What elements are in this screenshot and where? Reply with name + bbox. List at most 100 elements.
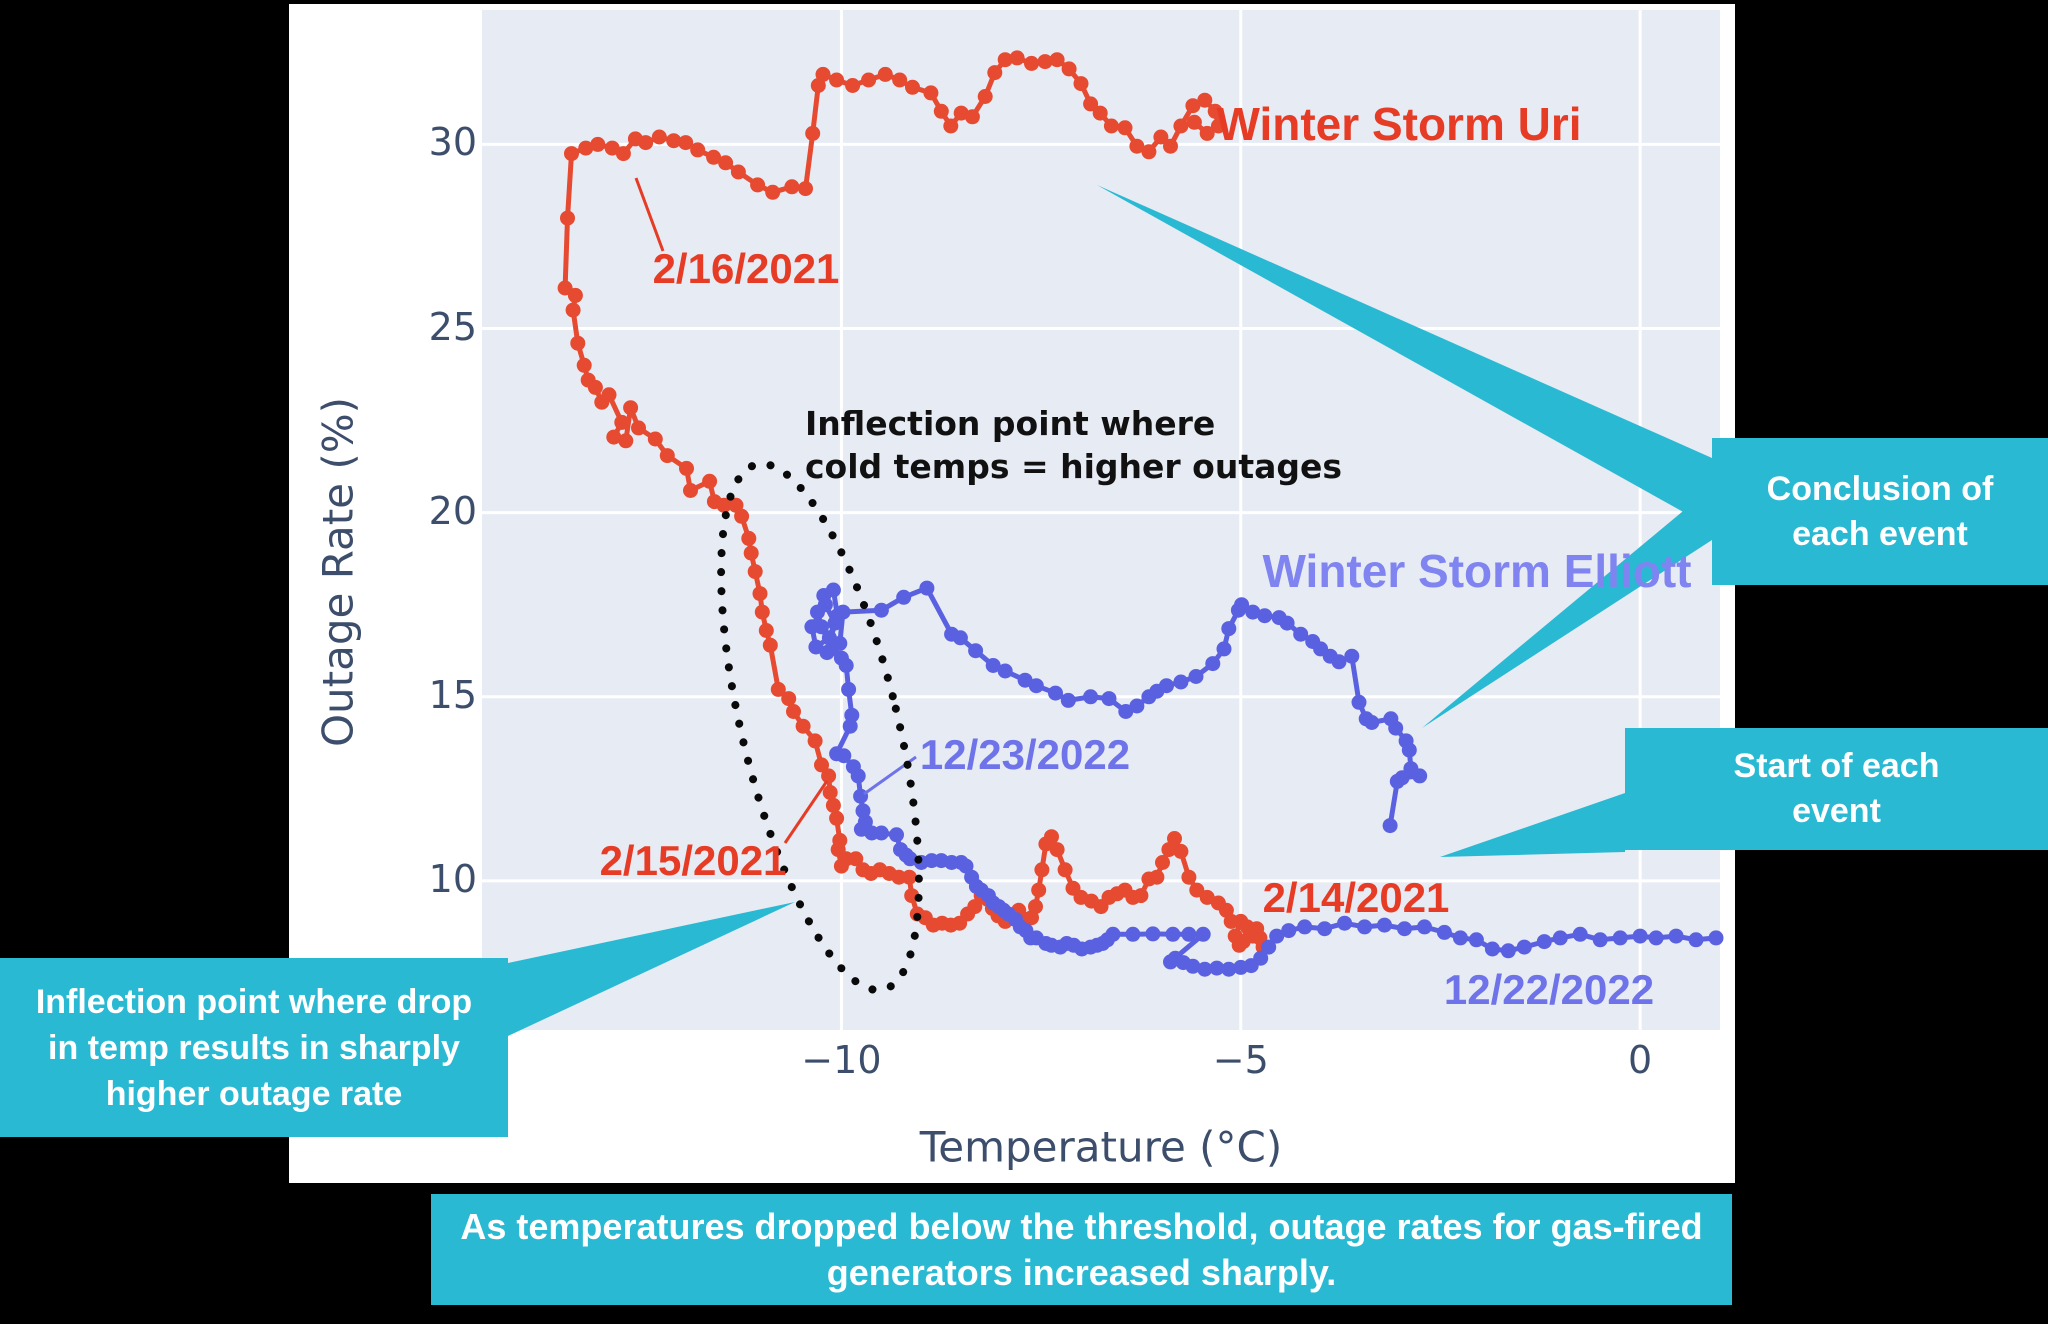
- uri-series-marker: [1163, 138, 1178, 154]
- uri-series-marker: [750, 177, 766, 193]
- x-tick--10: −10: [801, 1038, 882, 1082]
- uri-series-marker: [1065, 880, 1081, 896]
- uri-series-marker: [997, 52, 1013, 68]
- uri-series-marker: [576, 357, 592, 373]
- elliott-series-marker: [1293, 626, 1309, 642]
- date-label-elliott-inflection: 12/23/2022: [919, 731, 1131, 778]
- elliott-series-marker: [1197, 961, 1213, 977]
- uri-series-marker: [565, 302, 581, 318]
- uri-series-marker: [1031, 882, 1047, 898]
- uri-series-marker: [829, 810, 845, 826]
- uri-series-marker: [1057, 862, 1073, 878]
- uri-series-marker: [618, 433, 634, 449]
- uri-series-marker: [1197, 92, 1213, 108]
- uri-series-marker: [631, 420, 646, 436]
- elliott-series-marker: [833, 650, 849, 666]
- uri-series-marker: [822, 785, 838, 800]
- uri-series-marker: [1185, 98, 1201, 114]
- elliott-series-marker: [1397, 921, 1412, 937]
- elliott-series-marker: [804, 619, 820, 635]
- elliott-series-marker: [1452, 930, 1468, 946]
- uri-series-marker: [892, 72, 908, 88]
- elliott-series-marker: [873, 602, 889, 618]
- uri-series-marker: [1210, 895, 1226, 911]
- uri-series-marker: [825, 797, 841, 813]
- elliott-series-marker: [1382, 818, 1398, 834]
- uri-series-marker: [730, 164, 746, 180]
- elliott-series-marker: [1388, 720, 1404, 736]
- uri-series-marker: [798, 181, 813, 197]
- uri-series-marker: [765, 184, 781, 200]
- elliott-series-marker: [1257, 608, 1273, 624]
- elliott-series-marker: [1357, 919, 1373, 935]
- elliott-series-marker: [829, 746, 845, 762]
- inflection-ellipse: [717, 459, 923, 995]
- uri-series-marker: [987, 65, 1003, 81]
- uri-series-marker: [659, 448, 675, 464]
- uri-series-marker: [795, 718, 811, 734]
- uri-series-marker: [623, 400, 639, 416]
- elliott-series-marker: [1216, 641, 1232, 657]
- elliott-series-marker: [1592, 932, 1608, 948]
- uri-series-marker: [877, 66, 893, 82]
- inflection-note: Inflection point where cold temps = high…: [805, 402, 1342, 488]
- uri-series-marker: [741, 530, 757, 546]
- uri-series-marker: [1073, 76, 1089, 92]
- uri-series-marker: [1227, 928, 1243, 944]
- caption-line1: As temperatures dropped below the thresh…: [460, 1205, 1703, 1247]
- elliott-series-marker: [1668, 928, 1684, 944]
- elliott-series-marker: [1468, 932, 1484, 948]
- uri-series-marker: [770, 681, 786, 697]
- uri-series-marker: [1207, 103, 1223, 119]
- x-tick-0: 0: [1628, 1038, 1653, 1082]
- uri-series-label: Winter Storm Uri: [1216, 98, 1582, 150]
- inflection-note-line1: Inflection point where: [805, 404, 1216, 443]
- conclusion-callout-line1: Conclusion of: [1766, 469, 1994, 508]
- uri-series-marker: [578, 140, 594, 156]
- elliott-series-marker: [1331, 654, 1347, 670]
- elliott-series-marker: [1417, 919, 1432, 935]
- elliott-series-marker: [1181, 926, 1197, 942]
- uri-series-marker: [805, 125, 821, 141]
- elliott-series-marker: [819, 645, 835, 661]
- uri-series-marker: [758, 623, 774, 638]
- elliott-series-marker: [1269, 928, 1285, 944]
- elliott-series-marker: [1083, 689, 1099, 705]
- uri-series-marker: [683, 483, 698, 498]
- elliott-series-marker: [1344, 648, 1360, 664]
- uri-series-marker: [1037, 54, 1053, 70]
- uri-series-marker: [647, 431, 663, 447]
- elliott-series-marker: [1163, 954, 1178, 970]
- uri-series-marker: [943, 118, 959, 134]
- uri-series-marker: [1153, 129, 1169, 145]
- uri-series-marker: [905, 79, 920, 95]
- uri-series-marker: [821, 768, 837, 784]
- uri-series-marker: [923, 85, 939, 101]
- elliott-series-marker: [1048, 685, 1063, 701]
- elliott-series-marker: [1389, 773, 1405, 789]
- elliott-series-marker: [893, 842, 908, 858]
- elliott-series-marker: [1188, 669, 1204, 684]
- date-label-uri-inflection: 2/15/2021: [599, 837, 787, 884]
- elliott-series-marker: [827, 615, 843, 631]
- uri-series-marker: [702, 473, 718, 489]
- x-axis-title: Temperature (°C): [919, 1122, 1283, 1172]
- caption-line2: generators increased sharply.: [826, 1251, 1337, 1293]
- uri-series-marker: [861, 72, 877, 88]
- uri-series-marker: [638, 135, 654, 151]
- uri-series-marker: [1024, 55, 1039, 71]
- uri-series-marker: [1141, 871, 1157, 887]
- elliott-series-marker: [841, 681, 857, 697]
- uri-series-marker: [1038, 836, 1054, 852]
- uri-series-marker: [1161, 842, 1177, 858]
- uri-series-marker: [679, 460, 694, 476]
- uri-series-marker: [845, 78, 861, 93]
- uri-series-marker: [666, 133, 682, 149]
- uri-series-marker: [1034, 862, 1050, 878]
- uri-series-marker: [752, 586, 768, 602]
- uri-series-marker: [855, 862, 871, 878]
- uri-series-marker: [786, 704, 801, 719]
- uri-series-marker: [1199, 889, 1215, 905]
- elliott-series-marker: [1205, 656, 1221, 672]
